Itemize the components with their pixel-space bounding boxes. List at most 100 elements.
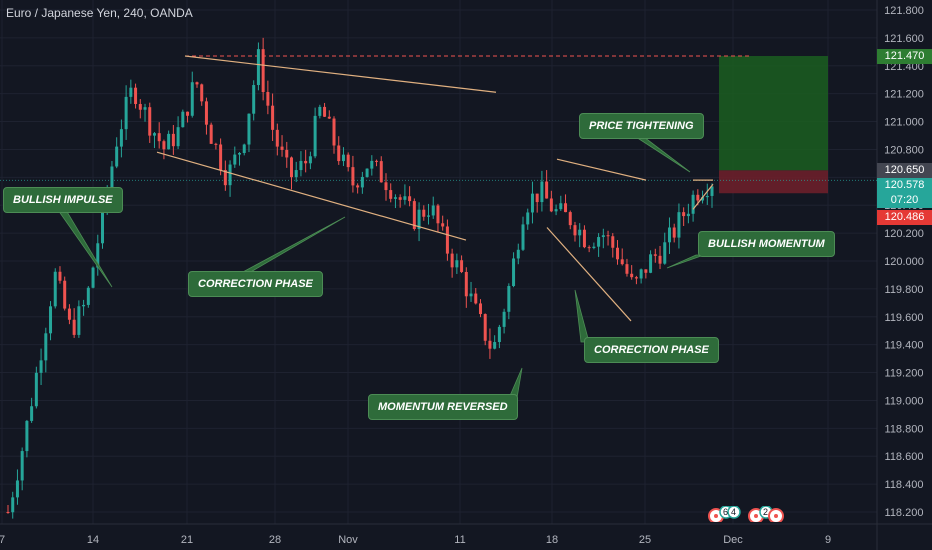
candle-body [299,160,303,171]
y-tick-label: 119.400 [885,340,924,352]
candle-body [219,144,223,171]
annotation-correction-phase-2: CORRECTION PHASE [584,337,719,363]
x-tick-label: 11 [454,534,465,546]
candle-body [478,303,482,315]
candle-body [521,224,525,250]
candle-body [72,319,76,335]
candle-body [289,157,293,178]
candle-body [710,186,714,196]
candle-body [360,176,364,188]
candle-body [450,253,454,268]
y-tick-label: 118.800 [885,423,924,435]
trendline [546,227,632,322]
candle-body [691,194,695,214]
y-tick-label: 119.000 [885,395,924,407]
candle-body [327,116,331,119]
candle-body [200,84,204,102]
y-tick-label: 121.600 [884,33,924,45]
candle-body [318,106,322,116]
candle-body [564,203,568,213]
annotation-price-tightening: PRICE TIGHTENING [579,113,704,139]
candle-body [11,497,15,513]
candle-body [176,127,180,147]
candle-body [138,104,142,110]
price-tag-entry: 120.650 [877,163,932,178]
candle-body [44,333,48,361]
annotation-correction-phase-1: CORRECTION PHASE [188,271,323,297]
candle-body [157,133,161,142]
event-badge-b: 4 [731,507,736,517]
candle-body [233,154,237,165]
candle-body [39,360,43,373]
candle-body [620,259,624,265]
event-icons[interactable]: 6 4 2 [704,506,794,522]
x-tick-label: 7 [0,534,5,546]
candle-body [606,235,610,237]
candle-body [512,258,516,287]
annotation-momentum-reversed: MOMENTUM REVERSED [368,394,518,420]
candle-body [20,451,24,481]
y-tick-label: 121.200 [884,89,924,101]
candle-body [445,226,449,254]
candle-body [701,197,705,201]
candle-body [86,287,90,305]
candle-body [96,243,100,268]
candle-body [398,197,402,200]
event-badge-a: 6 [723,507,728,517]
candle-body [474,293,478,304]
candle-body [67,308,71,320]
candle-body [214,143,218,145]
candle-body [186,111,190,116]
candle-body [280,146,284,150]
trendline [184,55,497,93]
candle-body [30,406,34,421]
candle-body [639,269,643,279]
candle-body [351,167,355,186]
candle-body [365,168,369,177]
candle-body [545,181,549,199]
candle-body [464,271,468,297]
y-tick-label: 121.000 [884,117,924,129]
event-badge-c: 2 [763,507,768,517]
candle-body [634,277,638,279]
candle-body [148,107,152,136]
annotation-pointer [574,289,590,343]
y-tick-label: 118.200 [885,507,924,519]
candle-body [152,133,156,136]
candle-body [308,156,312,164]
candle-body [597,237,601,247]
candle-body [134,87,138,105]
candle-body [58,271,62,281]
candle-body [436,205,440,224]
candle-body [313,115,317,157]
event-icon-3 [727,506,741,519]
candle-body [658,255,662,264]
candle-body [469,293,473,297]
candle-body [271,105,275,130]
candle-body [34,372,38,407]
x-tick-label: 25 [639,534,651,546]
candle-body [323,106,327,117]
candle-body [6,512,10,513]
candle-body [332,118,336,146]
candle-body [422,209,426,217]
y-tick-label: 120.000 [884,256,924,268]
candle-body [356,185,360,188]
candle-body [209,124,213,144]
y-tick-label: 120.200 [884,228,924,240]
candle-body [686,213,690,217]
candle-body [530,193,534,213]
y-tick-label: 120.800 [884,144,924,156]
candle-body [630,273,634,278]
y-tick-label: 119.800 [885,284,924,296]
candle-body [181,111,185,128]
candle-body [578,229,582,236]
candle-body [587,247,591,249]
candle-body [341,154,345,162]
candle-body [568,212,572,226]
price-tag-countdown: 07:20 [877,193,932,208]
candle-body [554,209,558,212]
annotation-pointer [240,216,346,274]
candle-body [82,304,86,307]
